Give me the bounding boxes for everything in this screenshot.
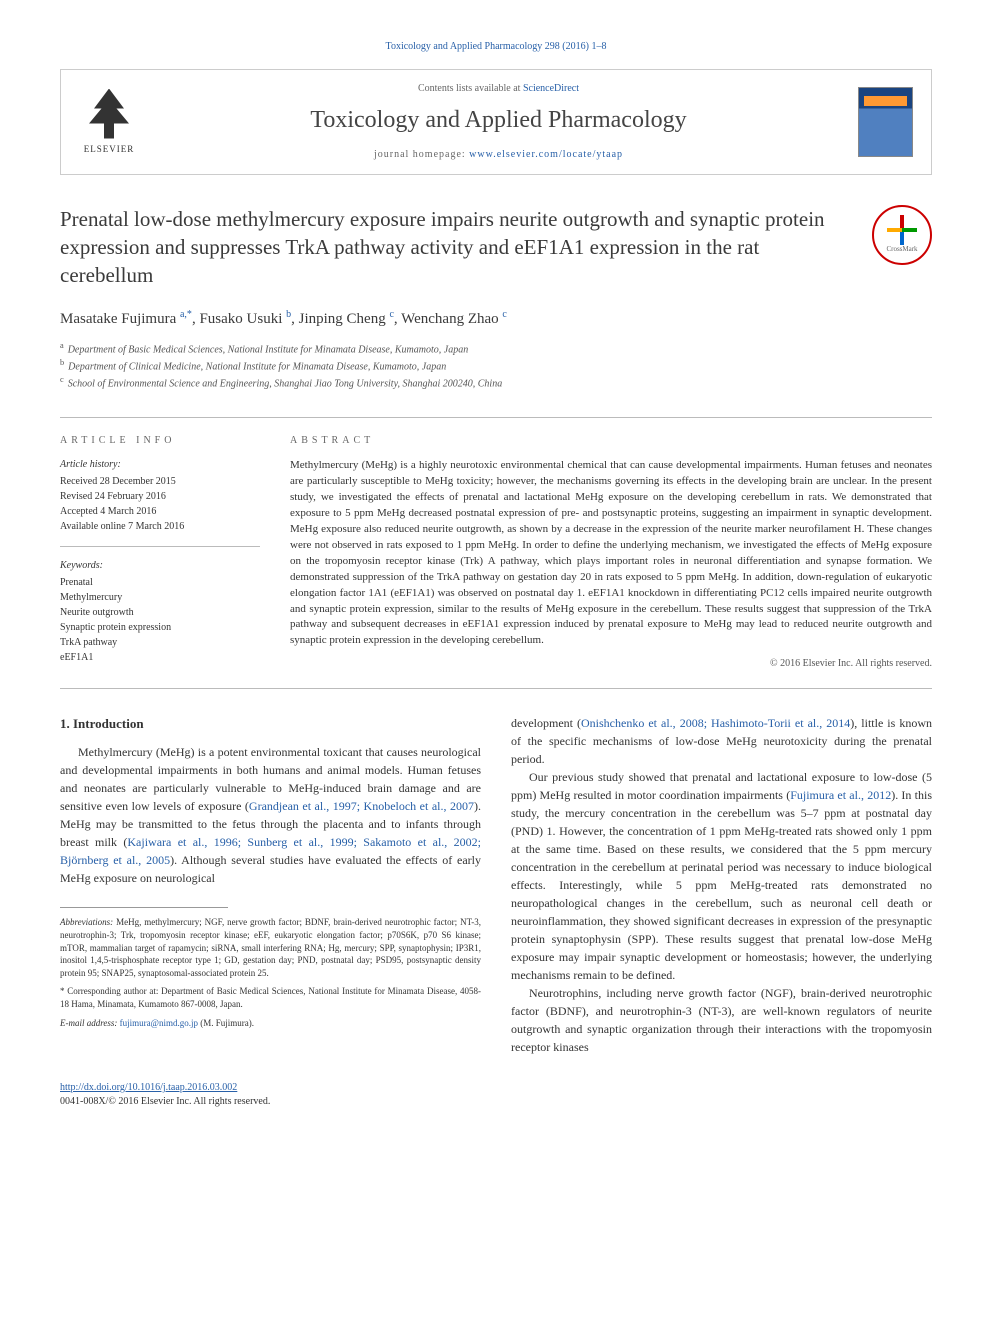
abstract-copyright: © 2016 Elsevier Inc. All rights reserved… [290, 657, 932, 672]
history-line: Available online 7 March 2016 [60, 519, 260, 534]
authors-line: Masatake Fujimura a,*, Fusako Usuki b, J… [60, 308, 932, 330]
top-citation: Toxicology and Applied Pharmacology 298 … [60, 40, 932, 54]
crossmark-label: CrossMark [886, 245, 917, 255]
email-footnote: E-mail address: fujimura@nimd.go.jp (M. … [60, 1017, 481, 1030]
homepage-line: journal homepage: www.elsevier.com/locat… [139, 148, 858, 162]
keyword: Neurite outgrowth [60, 605, 260, 620]
history-block: Article history: Received 28 December 20… [60, 458, 260, 547]
abstract-text: Methylmercury (MeHg) is a highly neuroto… [290, 458, 932, 649]
history-heading: Article history: [60, 458, 260, 472]
contents-prefix: Contents lists available at [418, 83, 523, 94]
journal-cover-thumbnail [858, 87, 913, 157]
journal-name: Toxicology and Applied Pharmacology [139, 104, 858, 138]
keyword: Synaptic protein expression [60, 620, 260, 635]
keyword: TrkA pathway [60, 635, 260, 650]
right-column: development (Onishchenko et al., 2008; H… [511, 714, 932, 1056]
section-heading: 1. Introduction [60, 714, 481, 734]
body-paragraph: Neurotrophins, including nerve growth fa… [511, 984, 932, 1056]
affiliation-item: aDepartment of Basic Medical Sciences, N… [60, 340, 932, 357]
history-line: Received 28 December 2015 [60, 474, 260, 489]
title-row: Prenatal low-dose methylmercury exposure… [60, 205, 932, 290]
abbrev-text: MeHg, methylmercury; NGF, nerve growth f… [60, 917, 481, 977]
article-info: article info Article history: Received 2… [60, 434, 260, 672]
history-line: Accepted 4 March 2016 [60, 504, 260, 519]
keyword: eEF1A1 [60, 650, 260, 665]
elsevier-logo: ELSEVIER [79, 87, 139, 157]
issn-line: 0041-008X/© 2016 Elsevier Inc. All right… [60, 1095, 932, 1109]
info-abstract-row: article info Article history: Received 2… [60, 417, 932, 689]
homepage-prefix: journal homepage: [374, 149, 469, 160]
email-suffix: (M. Fujimura). [198, 1018, 254, 1028]
crossmark-badge[interactable]: CrossMark [872, 205, 932, 265]
corresponding-footnote: * Corresponding author at: Department of… [60, 985, 481, 1010]
keywords-heading: Keywords: [60, 559, 260, 573]
keyword: Methylmercury [60, 590, 260, 605]
left-column: 1. Introduction Methylmercury (MeHg) is … [60, 714, 481, 1056]
elsevier-tree-icon [84, 89, 134, 139]
email-label: E-mail address: [60, 1018, 120, 1028]
body-paragraph: Our previous study showed that prenatal … [511, 768, 932, 984]
abbreviations-footnote: Abbreviations: MeHg, methylmercury; NGF,… [60, 916, 481, 979]
article-title: Prenatal low-dose methylmercury exposure… [60, 205, 872, 290]
affiliation-item: bDepartment of Clinical Medicine, Nation… [60, 357, 932, 374]
abbrev-label: Abbreviations: [60, 917, 113, 927]
body-paragraph: Methylmercury (MeHg) is a potent environ… [60, 743, 481, 887]
body-paragraph: development (Onishchenko et al., 2008; H… [511, 714, 932, 768]
publisher-name: ELSEVIER [84, 143, 135, 156]
page-footer: http://dx.doi.org/10.1016/j.taap.2016.03… [60, 1081, 932, 1109]
footnote-separator [60, 907, 228, 908]
history-line: Revised 24 February 2016 [60, 489, 260, 504]
header-center: Contents lists available at ScienceDirec… [139, 82, 858, 162]
doi-link[interactable]: http://dx.doi.org/10.1016/j.taap.2016.03… [60, 1082, 237, 1093]
body-columns: 1. Introduction Methylmercury (MeHg) is … [60, 714, 932, 1056]
abstract: abstract Methylmercury (MeHg) is a highl… [290, 434, 932, 672]
sciencedirect-link[interactable]: ScienceDirect [523, 83, 579, 94]
abstract-label: abstract [290, 434, 932, 449]
homepage-link[interactable]: www.elsevier.com/locate/ytaap [469, 149, 623, 160]
contents-line: Contents lists available at ScienceDirec… [139, 82, 858, 96]
affiliations: aDepartment of Basic Medical Sciences, N… [60, 340, 932, 392]
keyword: Prenatal [60, 575, 260, 590]
journal-header: ELSEVIER Contents lists available at Sci… [60, 69, 932, 175]
affiliation-item: cSchool of Environmental Science and Eng… [60, 374, 932, 391]
crossmark-icon [887, 215, 917, 245]
article-info-label: article info [60, 434, 260, 448]
keywords-block: Keywords: Prenatal Methylmercury Neurite… [60, 559, 260, 665]
page-root: Toxicology and Applied Pharmacology 298 … [0, 0, 992, 1149]
email-link[interactable]: fujimura@nimd.go.jp [120, 1018, 198, 1028]
